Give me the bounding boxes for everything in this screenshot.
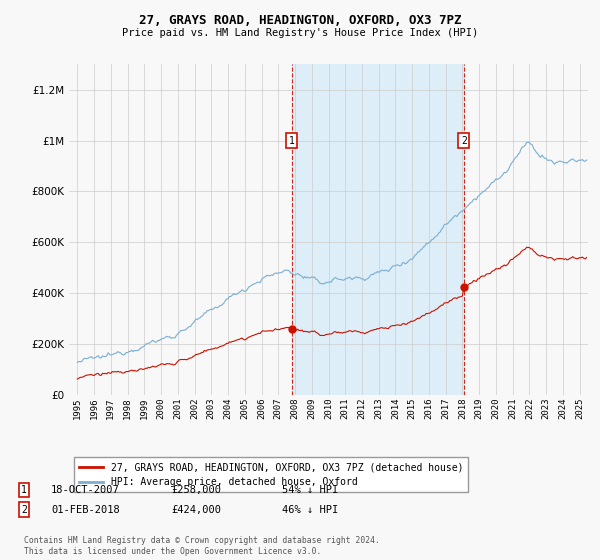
Text: 2: 2 <box>461 136 467 146</box>
Text: 27, GRAYS ROAD, HEADINGTON, OXFORD, OX3 7PZ: 27, GRAYS ROAD, HEADINGTON, OXFORD, OX3 … <box>139 14 461 27</box>
Text: 54% ↓ HPI: 54% ↓ HPI <box>282 485 338 495</box>
Text: £258,000: £258,000 <box>171 485 221 495</box>
Bar <box>292 64 464 395</box>
Text: 01-FEB-2018: 01-FEB-2018 <box>51 505 120 515</box>
Text: Contains HM Land Registry data © Crown copyright and database right 2024.
This d: Contains HM Land Registry data © Crown c… <box>24 536 380 556</box>
Text: Price paid vs. HM Land Registry's House Price Index (HPI): Price paid vs. HM Land Registry's House … <box>122 28 478 38</box>
Text: 1: 1 <box>21 485 27 495</box>
Text: 46% ↓ HPI: 46% ↓ HPI <box>282 505 338 515</box>
Text: 1: 1 <box>289 136 295 146</box>
Text: £424,000: £424,000 <box>171 505 221 515</box>
Text: 18-OCT-2007: 18-OCT-2007 <box>51 485 120 495</box>
Legend: 27, GRAYS ROAD, HEADINGTON, OXFORD, OX3 7PZ (detached house), HPI: Average price: 27, GRAYS ROAD, HEADINGTON, OXFORD, OX3 … <box>74 458 468 492</box>
Text: 2: 2 <box>21 505 27 515</box>
